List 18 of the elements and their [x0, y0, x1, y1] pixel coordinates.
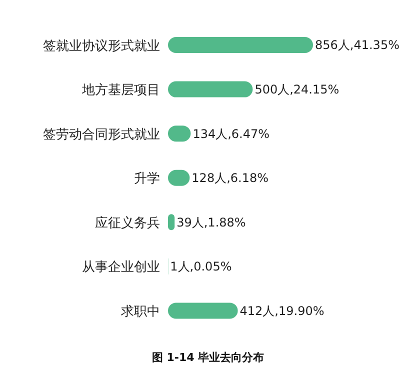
y-tick-label: 签劳动合同形式就业 — [43, 127, 160, 142]
data-label: 134人,6.47% — [192, 126, 270, 141]
y-tick-label: 签就业协议形式就业 — [43, 38, 160, 54]
data-label: 412人,19.90% — [240, 304, 324, 318]
data-label: 500人,24.15% — [254, 82, 340, 96]
data-label: 856人,41.35% — [315, 38, 400, 52]
data-label: 128人,6.18% — [192, 171, 269, 186]
data-label: 1人,0.05% — [170, 260, 232, 274]
y-tick-label: 升学 — [134, 172, 160, 187]
y-tick-label: 应征义务兵 — [95, 214, 160, 231]
bar — [168, 302, 238, 319]
y-tick-label: 从事企业创业 — [82, 260, 160, 276]
y-tick-label: 地方基层项目 — [81, 82, 160, 98]
bar — [168, 81, 253, 98]
data-label: 39人,1.88% — [176, 215, 246, 230]
bar — [168, 37, 313, 53]
text: 图 1-14 毕业去向分布 — [150, 350, 266, 365]
y-tick-label: 求职中 — [121, 304, 160, 320]
